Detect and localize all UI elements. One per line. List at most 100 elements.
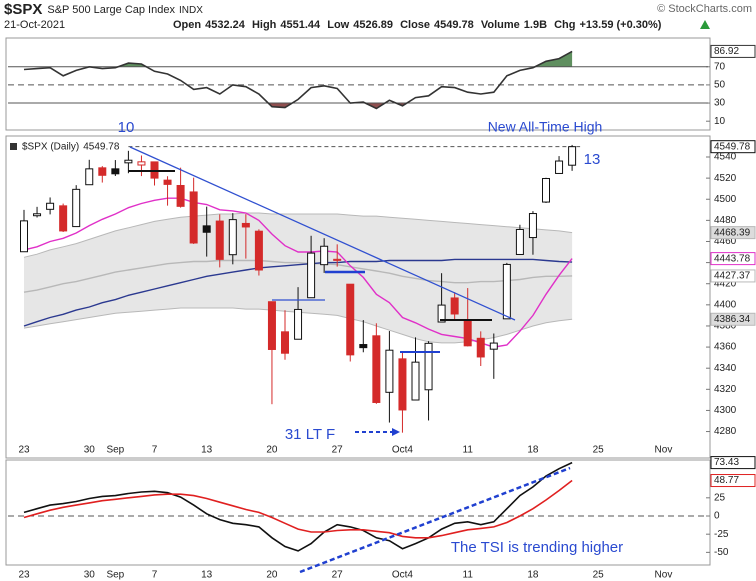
- x-tick-label: 23: [18, 445, 30, 456]
- field-value: 4526.89: [353, 19, 393, 31]
- series-line: [23, 50, 573, 110]
- candle-body: [33, 213, 42, 217]
- candle-body: [150, 161, 159, 179]
- candle-body: [450, 297, 459, 315]
- candle-body: [228, 219, 237, 256]
- field-label: High: [252, 19, 277, 31]
- candle-body: [424, 342, 433, 391]
- overlay-line: [23, 258, 573, 327]
- candle-body: [542, 178, 550, 203]
- candle-body: [111, 168, 120, 175]
- candle-body: [176, 184, 185, 207]
- x-tick-label: 7: [152, 445, 158, 456]
- annotations: 10 New All-Time High 13 31 LT F The TSI …: [118, 119, 623, 574]
- candle-body: [85, 168, 94, 186]
- y-tick-label: 4480: [714, 215, 737, 226]
- x-tick-label: 20: [266, 445, 278, 456]
- y-tick-label: 4400: [714, 299, 737, 310]
- candle-body: [307, 252, 316, 299]
- y-tick-label: 30: [714, 98, 726, 109]
- candle-body: [267, 301, 276, 350]
- x-tick-label: 30: [84, 445, 96, 456]
- band-area: [24, 213, 573, 343]
- candle-body: [241, 222, 250, 228]
- x-tick-label: 27: [332, 570, 344, 581]
- y-tick-label: -25: [714, 529, 729, 540]
- candle-body: [555, 160, 564, 174]
- candle-body: [372, 335, 381, 403]
- rsi-frame: [5, 37, 711, 131]
- y-tick-label: 70: [714, 61, 726, 72]
- candle-body: [202, 225, 211, 233]
- x-tick-label: 23: [18, 570, 30, 581]
- y-tick-label: 25: [714, 492, 726, 503]
- legend-label: $SPX (Daily): [22, 142, 79, 153]
- price-frame: [5, 135, 711, 459]
- annotation: 13: [584, 151, 601, 168]
- x-tick-label: 18: [527, 570, 539, 581]
- series-line: [23, 461, 573, 552]
- x-tick-label: 27: [332, 445, 344, 456]
- y-tick-label: 10: [714, 116, 726, 127]
- field-value: +13.59 (+0.30%): [579, 19, 661, 31]
- value-box: [710, 226, 756, 240]
- candle-body: [98, 167, 107, 176]
- value-label: 86.92: [714, 46, 739, 57]
- value-label: 4427.37: [714, 271, 751, 282]
- annotation: 10: [118, 119, 135, 136]
- x-tick-label: Oct4: [392, 570, 414, 581]
- candle-body: [568, 146, 577, 166]
- x-tick-label: 13: [201, 445, 213, 456]
- annotation: 31 LT F: [285, 426, 335, 443]
- candle-body: [385, 349, 394, 393]
- x-tick-label: Oct4: [392, 445, 414, 456]
- field-label: Open: [173, 19, 201, 31]
- candle-body: [320, 245, 329, 266]
- value-label: 4549.78: [714, 141, 751, 152]
- date: 21-Oct-2021: [4, 19, 65, 31]
- candle-body: [20, 220, 28, 253]
- x-tick-label: Sep: [106, 445, 124, 456]
- candle-body: [254, 230, 263, 271]
- value-box: [710, 456, 756, 470]
- field-value: 4549.78: [434, 19, 474, 31]
- candle-body: [502, 263, 511, 320]
- value-box: [710, 312, 756, 326]
- value-label: 4468.39: [714, 227, 751, 238]
- value-label: 73.43: [714, 457, 739, 468]
- candle-body: [72, 188, 81, 228]
- value-box: [710, 269, 756, 283]
- y-tick-label: 50: [714, 80, 726, 91]
- candle-body: [46, 202, 55, 210]
- trendline: [129, 146, 516, 321]
- x-tick-label: 20: [266, 570, 278, 581]
- candle-body: [124, 159, 133, 164]
- tsi-trendline: [299, 466, 571, 574]
- index-name: S&P 500 Large Cap Index: [47, 4, 175, 16]
- value-box: [710, 474, 756, 488]
- field-value: 4532.24: [205, 19, 246, 31]
- y-tick-label: 4520: [714, 173, 737, 184]
- y-tick-label: 4420: [714, 278, 737, 289]
- candle-body: [59, 205, 68, 232]
- field-label: Close: [400, 19, 430, 31]
- x-tick-label: 25: [593, 445, 605, 456]
- credit: © StockCharts.com: [657, 3, 752, 15]
- value-box: [710, 140, 756, 154]
- header-title: $SPX S&P 500 Large Cap Index INDX: [4, 1, 203, 18]
- overlay-line: [23, 259, 573, 293]
- tsi-frame: [5, 459, 711, 566]
- symbol: $SPX: [4, 1, 42, 18]
- y-tick-label: 4500: [714, 194, 737, 205]
- change-arrow: [700, 20, 710, 29]
- value-label: 48.77: [714, 475, 739, 486]
- candle-body: [346, 283, 355, 356]
- y-tick-label: 4460: [714, 236, 737, 247]
- x-tick-label: 30: [84, 570, 96, 581]
- candle-body: [333, 258, 342, 261]
- y-tick-label: 4300: [714, 405, 737, 416]
- annotation: New All-Time High: [488, 119, 603, 135]
- x-tick-label: 7: [152, 570, 158, 581]
- x-tick-label: Nov: [655, 570, 673, 581]
